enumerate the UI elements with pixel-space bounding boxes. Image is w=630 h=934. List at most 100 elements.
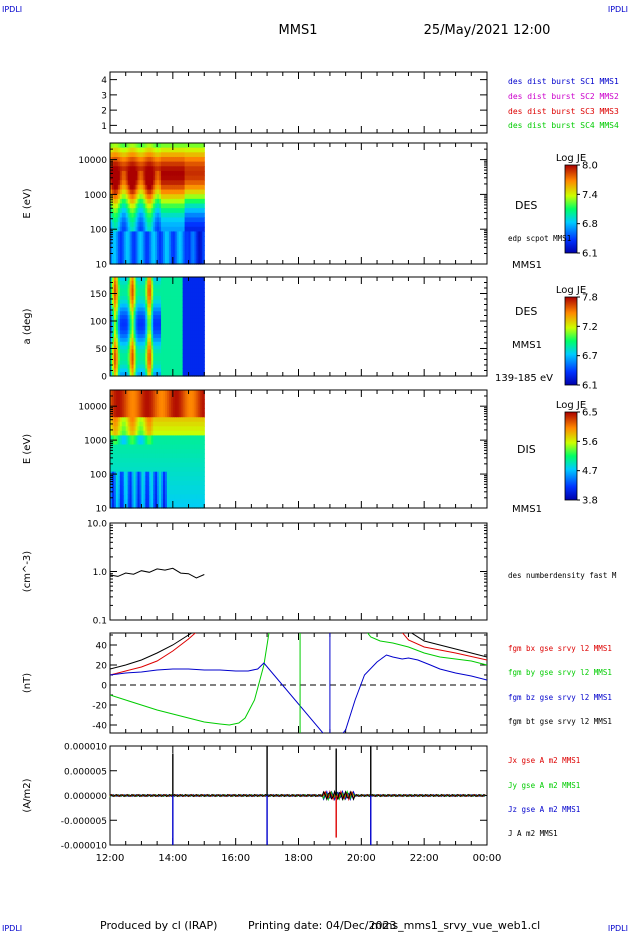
des-energy-panel-cell bbox=[172, 180, 176, 186]
des-pitch-panel-cell bbox=[168, 372, 172, 377]
des-pitch-panel-cell bbox=[194, 334, 197, 339]
des-pitch-panel-cell bbox=[129, 330, 133, 335]
dis-energy-panel-cell bbox=[182, 489, 186, 495]
des-energy-panel-cell bbox=[159, 175, 162, 181]
dis-energy-panel-cell bbox=[190, 485, 194, 491]
dis-energy-panel-cell bbox=[182, 498, 186, 505]
des-energy-panel-cell bbox=[194, 259, 197, 265]
des-pitch-panel-cell bbox=[111, 303, 115, 309]
dis-energy-panel-cell bbox=[127, 462, 131, 468]
des-pitch-panel-cell bbox=[174, 356, 178, 362]
des-pitch-panel-cell bbox=[166, 277, 170, 282]
des-pitch-panel-cell bbox=[188, 280, 192, 286]
dis-energy-panel-cell bbox=[110, 449, 113, 455]
des-pitch-panel-cell bbox=[147, 364, 150, 369]
des-energy-panel-cell bbox=[117, 259, 121, 265]
des-pitch-panel-cell bbox=[164, 341, 168, 347]
des-pitch-panel-cell bbox=[159, 307, 162, 312]
des-pitch-panel-cell bbox=[119, 368, 123, 373]
des-energy-panel-cell bbox=[139, 212, 143, 219]
des-pitch-panel-cell bbox=[143, 277, 146, 282]
des-energy-panel-cell bbox=[131, 180, 135, 186]
des-pitch-panel-cell bbox=[161, 318, 164, 324]
des-pitch-panel-cell bbox=[157, 345, 160, 350]
des-pitch-panel-cell bbox=[182, 311, 186, 316]
des-pitch-panel-cell bbox=[163, 296, 166, 301]
dis-energy-panel-cell bbox=[149, 471, 152, 477]
des-energy-panel-cell bbox=[163, 250, 166, 256]
des-pitch-panel-cell bbox=[141, 337, 144, 343]
dis-energy-panel-cell bbox=[202, 412, 205, 418]
des-energy-panel-cell bbox=[163, 194, 166, 200]
des-energy-panel-cell bbox=[143, 161, 146, 167]
des-energy-panel-cell bbox=[127, 212, 131, 219]
dis-energy-panel-cell bbox=[200, 417, 203, 423]
des-pitch-panel-cell bbox=[129, 326, 133, 331]
des-energy-panel-cell bbox=[147, 222, 150, 228]
des-pitch-panel-cell bbox=[182, 315, 186, 320]
des-energy-panel-cell bbox=[159, 236, 162, 242]
des-energy-panel-cell bbox=[139, 170, 143, 177]
des-pitch-panel-cell bbox=[178, 303, 182, 309]
des-pitch-panel-cell bbox=[155, 303, 158, 309]
dis-energy-panel-cell bbox=[172, 435, 176, 441]
fgm-legend-entry: fgm bx gse srvy l2 MMS1 bbox=[508, 644, 612, 653]
des-pitch-panel-cell bbox=[137, 307, 141, 312]
dis-energy-panel-cell bbox=[194, 494, 197, 500]
dis-energy-panel-cell bbox=[202, 480, 205, 486]
des-pitch-panel-cell bbox=[141, 368, 144, 373]
des-energy-panel-cell bbox=[180, 245, 184, 251]
des-energy-panel-cell bbox=[123, 152, 127, 158]
dis-energy-panel-cell bbox=[164, 430, 168, 436]
dis-energy-panel-cell bbox=[192, 417, 196, 423]
des-energy-panel-cell bbox=[196, 143, 199, 149]
dis-energy-panel-cell bbox=[127, 430, 131, 436]
dis-energy-panel-cell bbox=[139, 417, 143, 423]
des-energy-panel-cell bbox=[188, 198, 192, 205]
des-energy-panel-cell bbox=[182, 208, 186, 214]
dis-energy-panel-cell bbox=[168, 435, 172, 441]
des-pitch-panel-cell bbox=[166, 353, 170, 358]
des-energy-panel-cell bbox=[139, 147, 143, 153]
dis-energy-panel-cell bbox=[119, 408, 123, 414]
des-energy-panel-cell bbox=[159, 222, 162, 228]
des-energy-panel-cell bbox=[123, 254, 127, 260]
dis-energy-panel-cell bbox=[149, 480, 152, 486]
dis-energy-panel-cell bbox=[113, 430, 117, 436]
des-pitch-panel-cell bbox=[110, 315, 113, 320]
dis-energy-panel-cell bbox=[145, 458, 148, 464]
des-energy-panel-cell bbox=[145, 147, 148, 153]
dis-energy-panel-cell bbox=[149, 417, 152, 423]
des-energy-panel-cell bbox=[168, 250, 172, 256]
dis-energy-panel-cell bbox=[143, 421, 146, 427]
des-energy-panel-cell bbox=[117, 152, 121, 158]
dis-energy-panel-cell bbox=[123, 494, 127, 500]
des-pitch-panel-cell bbox=[121, 307, 125, 312]
des-energy-panel-cell bbox=[151, 189, 154, 195]
des-energy-panel-cell bbox=[123, 184, 127, 191]
des-pitch-panel-cell bbox=[159, 296, 162, 301]
des-energy-panel-cell bbox=[143, 152, 146, 158]
des-energy-panel-cell bbox=[137, 236, 141, 242]
dis-energy-panel-cell bbox=[110, 467, 113, 473]
des-energy-panel-cell bbox=[196, 184, 199, 191]
des-energy-panel-cell bbox=[115, 250, 119, 256]
des-pitch-panel-cell bbox=[143, 345, 146, 350]
dis-energy-panel-cell bbox=[113, 449, 117, 455]
des-pitch-panel-cell bbox=[147, 280, 150, 286]
des-energy-panel-cell bbox=[198, 184, 201, 191]
des-pitch-panel-cell bbox=[123, 360, 127, 366]
dis-energy-panel-cell bbox=[155, 408, 158, 414]
des-pitch-panel-cell bbox=[164, 296, 168, 301]
des-energy-panel-cell bbox=[172, 245, 176, 251]
dis-energy-panel-cell bbox=[202, 399, 205, 405]
des-energy-panel-cell bbox=[168, 222, 172, 228]
dis-energy-panel-cell bbox=[168, 480, 172, 486]
des-energy-panel-cell bbox=[149, 250, 152, 256]
des-energy-panel-cell bbox=[176, 147, 180, 153]
des-pitch-panel-cell bbox=[192, 330, 196, 335]
dis-energy-panel-cell bbox=[184, 498, 188, 505]
dis-energy-panel-cell bbox=[176, 494, 180, 500]
dis-energy-panel-cell bbox=[143, 412, 146, 418]
des-pitch-panel-cell bbox=[198, 288, 201, 293]
